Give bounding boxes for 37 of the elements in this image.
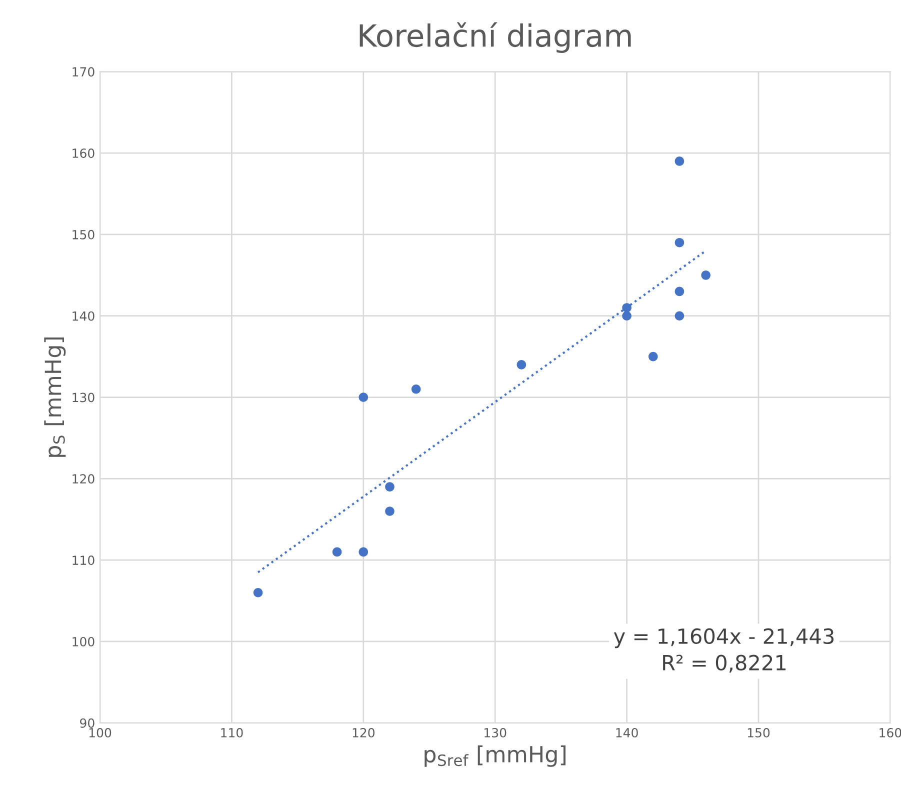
point bbox=[358, 547, 368, 557]
chart-title: Korelační diagram bbox=[360, 22, 631, 53]
point bbox=[253, 588, 263, 598]
y-tick-label: 140 bbox=[72, 311, 94, 321]
point bbox=[674, 238, 684, 248]
x-tick-label: 130 bbox=[484, 728, 506, 738]
y-tick-label: 160 bbox=[72, 148, 94, 158]
y-tick-label: 150 bbox=[72, 230, 94, 240]
annotation: y = 1,1604x - 21,443 bbox=[614, 628, 834, 648]
point bbox=[516, 360, 526, 370]
point bbox=[674, 311, 684, 321]
y-tick-label: 120 bbox=[72, 474, 94, 484]
point bbox=[385, 482, 394, 492]
y-tick-label: 170 bbox=[72, 67, 94, 77]
point bbox=[701, 270, 710, 280]
y-tick-label: 100 bbox=[72, 636, 94, 646]
x-axis-title: p$_{Sref}$ [mmHg] bbox=[424, 745, 566, 767]
x-tick-label: 100 bbox=[89, 728, 112, 738]
x-tick-label: 140 bbox=[616, 728, 638, 738]
point bbox=[385, 506, 394, 516]
point bbox=[332, 547, 342, 557]
point bbox=[622, 303, 632, 312]
y-axis-title: p$_{S}$ [mmHg] bbox=[44, 338, 66, 457]
point bbox=[622, 311, 632, 321]
y-tick-label: 130 bbox=[72, 392, 94, 402]
x-tick-label: 150 bbox=[748, 728, 770, 738]
point bbox=[411, 384, 421, 394]
x-tick-label: 110 bbox=[221, 728, 243, 738]
annotation: R² = 0,8221 bbox=[663, 654, 786, 673]
y-tick-label: 110 bbox=[72, 556, 94, 566]
x-tick-label: 160 bbox=[880, 728, 901, 738]
point bbox=[674, 156, 684, 166]
point bbox=[674, 286, 684, 296]
x-tick-label: 120 bbox=[352, 728, 374, 738]
y-tick-label: 90 bbox=[80, 718, 94, 728]
point bbox=[648, 352, 658, 362]
point bbox=[358, 392, 368, 402]
